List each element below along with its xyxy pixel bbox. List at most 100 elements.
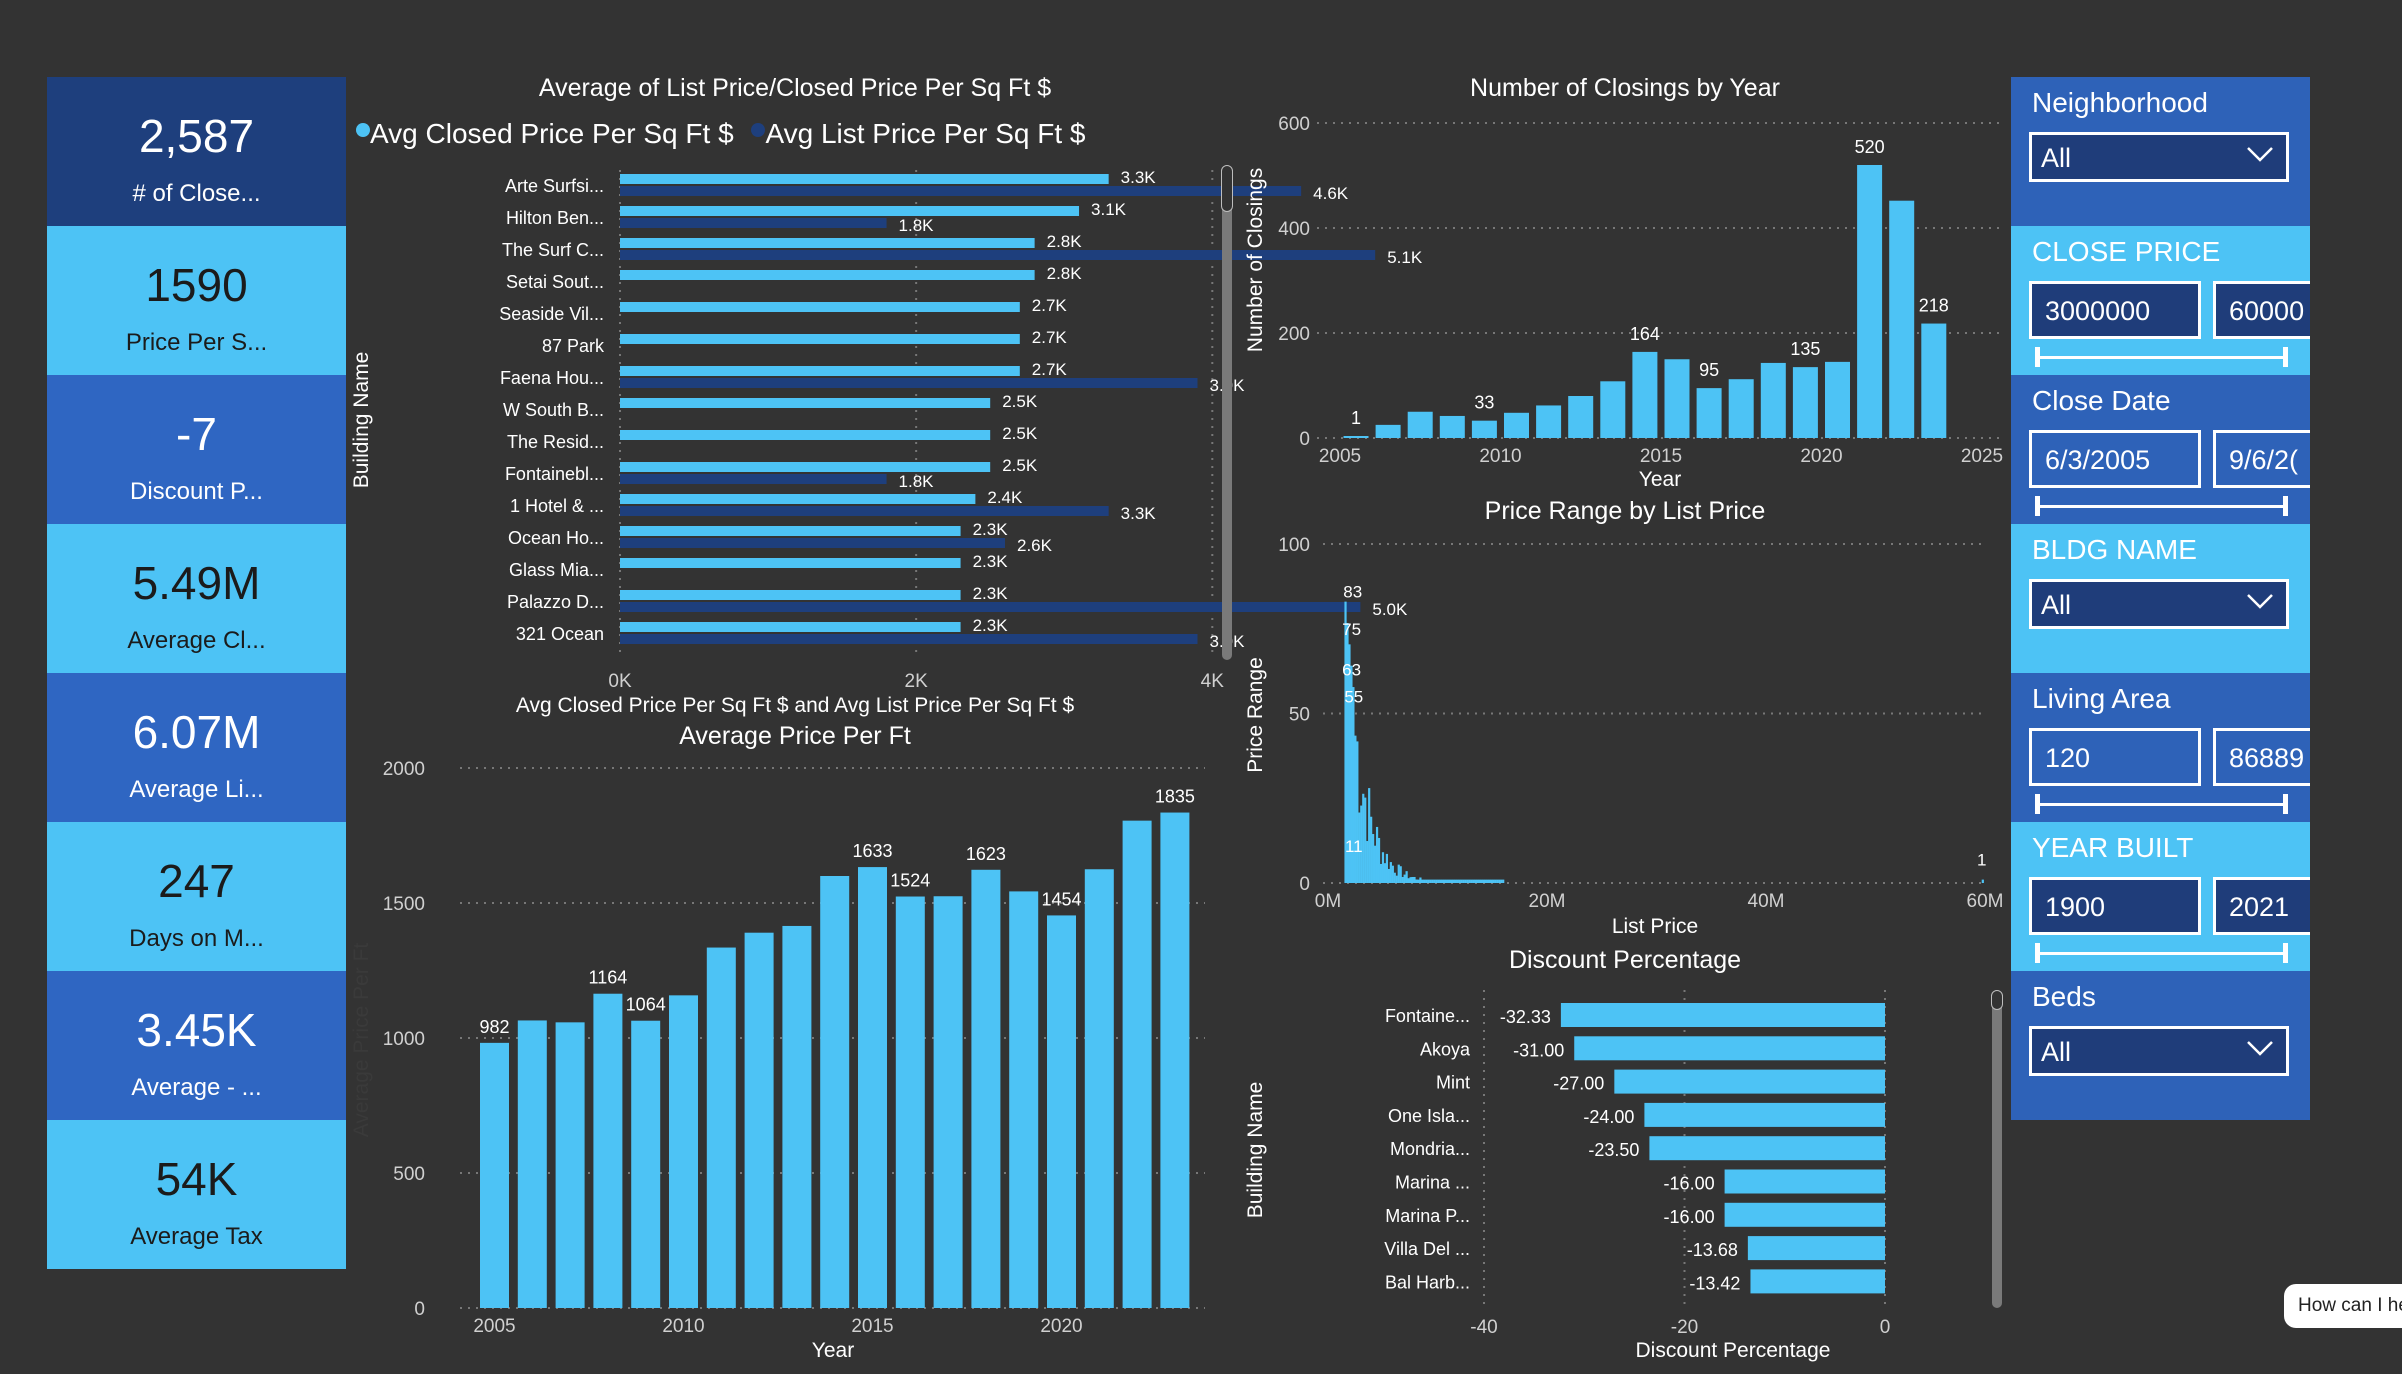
chat-bubble[interactable]: How can I he xyxy=(2284,1284,2402,1328)
bar xyxy=(1413,876,1416,883)
kpi-card-avg-close[interactable]: 5.49M Average Cl... xyxy=(47,524,346,673)
chart-title-avg-price-per-ft: Average Price Per Ft xyxy=(679,722,911,750)
bar xyxy=(1403,874,1406,883)
range-slider-track[interactable] xyxy=(2037,803,2287,806)
bar xyxy=(1360,805,1363,883)
kpi-card-avg-tax[interactable]: 54K Average Tax xyxy=(47,1120,346,1269)
slicer-beds[interactable]: Beds All xyxy=(2011,971,2310,1120)
close-date-start-input[interactable]: 6/3/2005 xyxy=(2029,430,2201,488)
bar-closed xyxy=(620,526,961,536)
data-label: 1835 xyxy=(1155,787,1195,807)
bar xyxy=(1747,1236,1885,1261)
range-slider-min-handle[interactable] xyxy=(2035,943,2040,963)
kpi-label: Average Li... xyxy=(129,776,264,803)
bar xyxy=(1498,879,1501,883)
bar xyxy=(1393,872,1396,883)
bar xyxy=(1441,879,1444,883)
y-axis-title: Building Name xyxy=(1244,1082,1267,1219)
kpi-card-price-per-sqft[interactable]: 1590 Price Per S... xyxy=(47,226,346,375)
chart-scrollbar[interactable] xyxy=(1221,165,1233,660)
slicer-bldg-name[interactable]: BLDG NAME All xyxy=(2011,524,2310,673)
range-slider-min-handle[interactable] xyxy=(2035,794,2040,814)
close-price-min-input[interactable]: 3000000 xyxy=(2029,281,2201,339)
y-tick-label: 0 xyxy=(1299,429,1310,450)
bar-list xyxy=(620,186,1302,196)
bar-closed xyxy=(620,622,961,632)
y-axis-title: Average Price Per Ft xyxy=(350,943,373,1138)
range-slider-max-handle[interactable] xyxy=(2283,347,2288,367)
chart-discount-percentage[interactable]: -40 -20 0 Fontaine... -32.33 Akoya -31.00 Mint -… xyxy=(1240,985,2010,1370)
bar xyxy=(1397,864,1400,883)
chart-closings-by-year[interactable]: 0 200 400 600 1 33 164 95 135 520 218 2005 2010 2015 2… xyxy=(1240,105,2010,495)
kpi-label: Average Tax xyxy=(130,1223,263,1250)
y-category-label: W South B... xyxy=(503,400,604,420)
data-label: 164 xyxy=(1630,324,1660,344)
range-slider-max-handle[interactable] xyxy=(2283,943,2288,963)
bar xyxy=(1160,812,1190,1308)
legend-dot-closed xyxy=(356,123,370,137)
slicer-living-area[interactable]: Living Area 120 86889 xyxy=(2011,673,2310,822)
bar-closed xyxy=(620,206,1080,216)
data-label: 982 xyxy=(479,1017,509,1037)
x-tick-label: 0M xyxy=(1315,891,1341,912)
scroll-thumb[interactable] xyxy=(1221,165,1233,212)
kpi-card-closings[interactable]: 2,587 # of Close... xyxy=(47,77,346,226)
y-category-label: Seaside Vil... xyxy=(499,304,604,324)
y-tick-label: 100 xyxy=(1278,535,1310,556)
bar xyxy=(1644,1102,1885,1127)
slicer-close-date[interactable]: Close Date 6/3/2005 9/6/2( xyxy=(2011,375,2310,524)
discount-scrollbar[interactable] xyxy=(1991,990,2003,1308)
x-axis-title: Year xyxy=(1639,468,1681,491)
bar xyxy=(1486,879,1489,883)
scroll-thumb[interactable] xyxy=(1991,990,2003,1010)
range-slider-max-handle[interactable] xyxy=(2283,496,2288,516)
chart-avg-price-per-ft[interactable]: 0 500 1000 1500 2000 982 1164 1064 1633 1524 1623 1… xyxy=(350,759,1230,1370)
bar-closed xyxy=(620,174,1109,184)
x-tick-label: 2020 xyxy=(1800,446,1842,467)
bar xyxy=(1728,379,1754,438)
kpi-card-discount[interactable]: -7 Discount P... xyxy=(47,375,346,524)
slicer-year-built[interactable]: YEAR BUILT 1900 2021 xyxy=(2011,822,2310,971)
close-date-end-input[interactable]: 9/6/2( xyxy=(2213,430,2310,488)
range-slider-track[interactable] xyxy=(2037,952,2287,955)
data-label-closed: 2.3K xyxy=(973,616,1009,635)
slicer-close-price[interactable]: CLOSE PRICE 3000000 60000 xyxy=(2011,226,2310,375)
bar xyxy=(1415,879,1418,883)
y-category-label: Mondria... xyxy=(1390,1139,1470,1159)
x-tick-label: 2015 xyxy=(1640,446,1682,467)
bar xyxy=(1358,812,1361,883)
data-label: 55 xyxy=(1344,688,1363,707)
bldg-name-dropdown[interactable]: All xyxy=(2029,579,2289,629)
bar xyxy=(820,876,850,1308)
bar xyxy=(1536,405,1562,438)
kpi-card-days-on-market[interactable]: 247 Days on M... xyxy=(47,822,346,971)
kpi-card-avg-list[interactable]: 6.07M Average Li... xyxy=(47,673,346,822)
living-area-min-input[interactable]: 120 xyxy=(2029,728,2201,786)
beds-dropdown[interactable]: All xyxy=(2029,1026,2289,1076)
bar xyxy=(1354,735,1357,883)
close-price-max-input[interactable]: 60000 xyxy=(2213,281,2310,339)
slicer-neighborhood[interactable]: Neighborhood All xyxy=(2011,77,2310,226)
year-built-max-input[interactable]: 2021 xyxy=(2213,877,2310,935)
data-label: -27.00 xyxy=(1553,1074,1604,1094)
bar xyxy=(1649,1136,1885,1161)
x-tick-label: 2005 xyxy=(1319,446,1361,467)
bar xyxy=(1407,411,1433,438)
range-slider-min-handle[interactable] xyxy=(2035,496,2040,516)
bar xyxy=(1429,879,1432,883)
bar xyxy=(1366,841,1369,883)
range-slider-min-handle[interactable] xyxy=(2035,347,2040,367)
range-slider-track[interactable] xyxy=(2037,505,2287,508)
y-axis-title: Price Range xyxy=(1244,657,1267,773)
year-built-min-input[interactable]: 1900 xyxy=(2029,877,2201,935)
neighborhood-dropdown[interactable]: All xyxy=(2029,132,2289,182)
y-category-label: Villa Del ... xyxy=(1384,1239,1470,1259)
range-slider-max-handle[interactable] xyxy=(2283,794,2288,814)
data-label-closed: 2.8K xyxy=(1047,264,1083,283)
bar xyxy=(1352,687,1355,883)
chart-list-vs-closed[interactable]: 0K 2K 4K Arte Surfsi... 3.3K 4.6K Hilton Ben..… xyxy=(350,150,1423,720)
kpi-card-average[interactable]: 3.45K Average - ... xyxy=(47,971,346,1120)
living-area-max-input[interactable]: 86889 xyxy=(2213,728,2310,786)
range-slider-track[interactable] xyxy=(2037,356,2287,359)
